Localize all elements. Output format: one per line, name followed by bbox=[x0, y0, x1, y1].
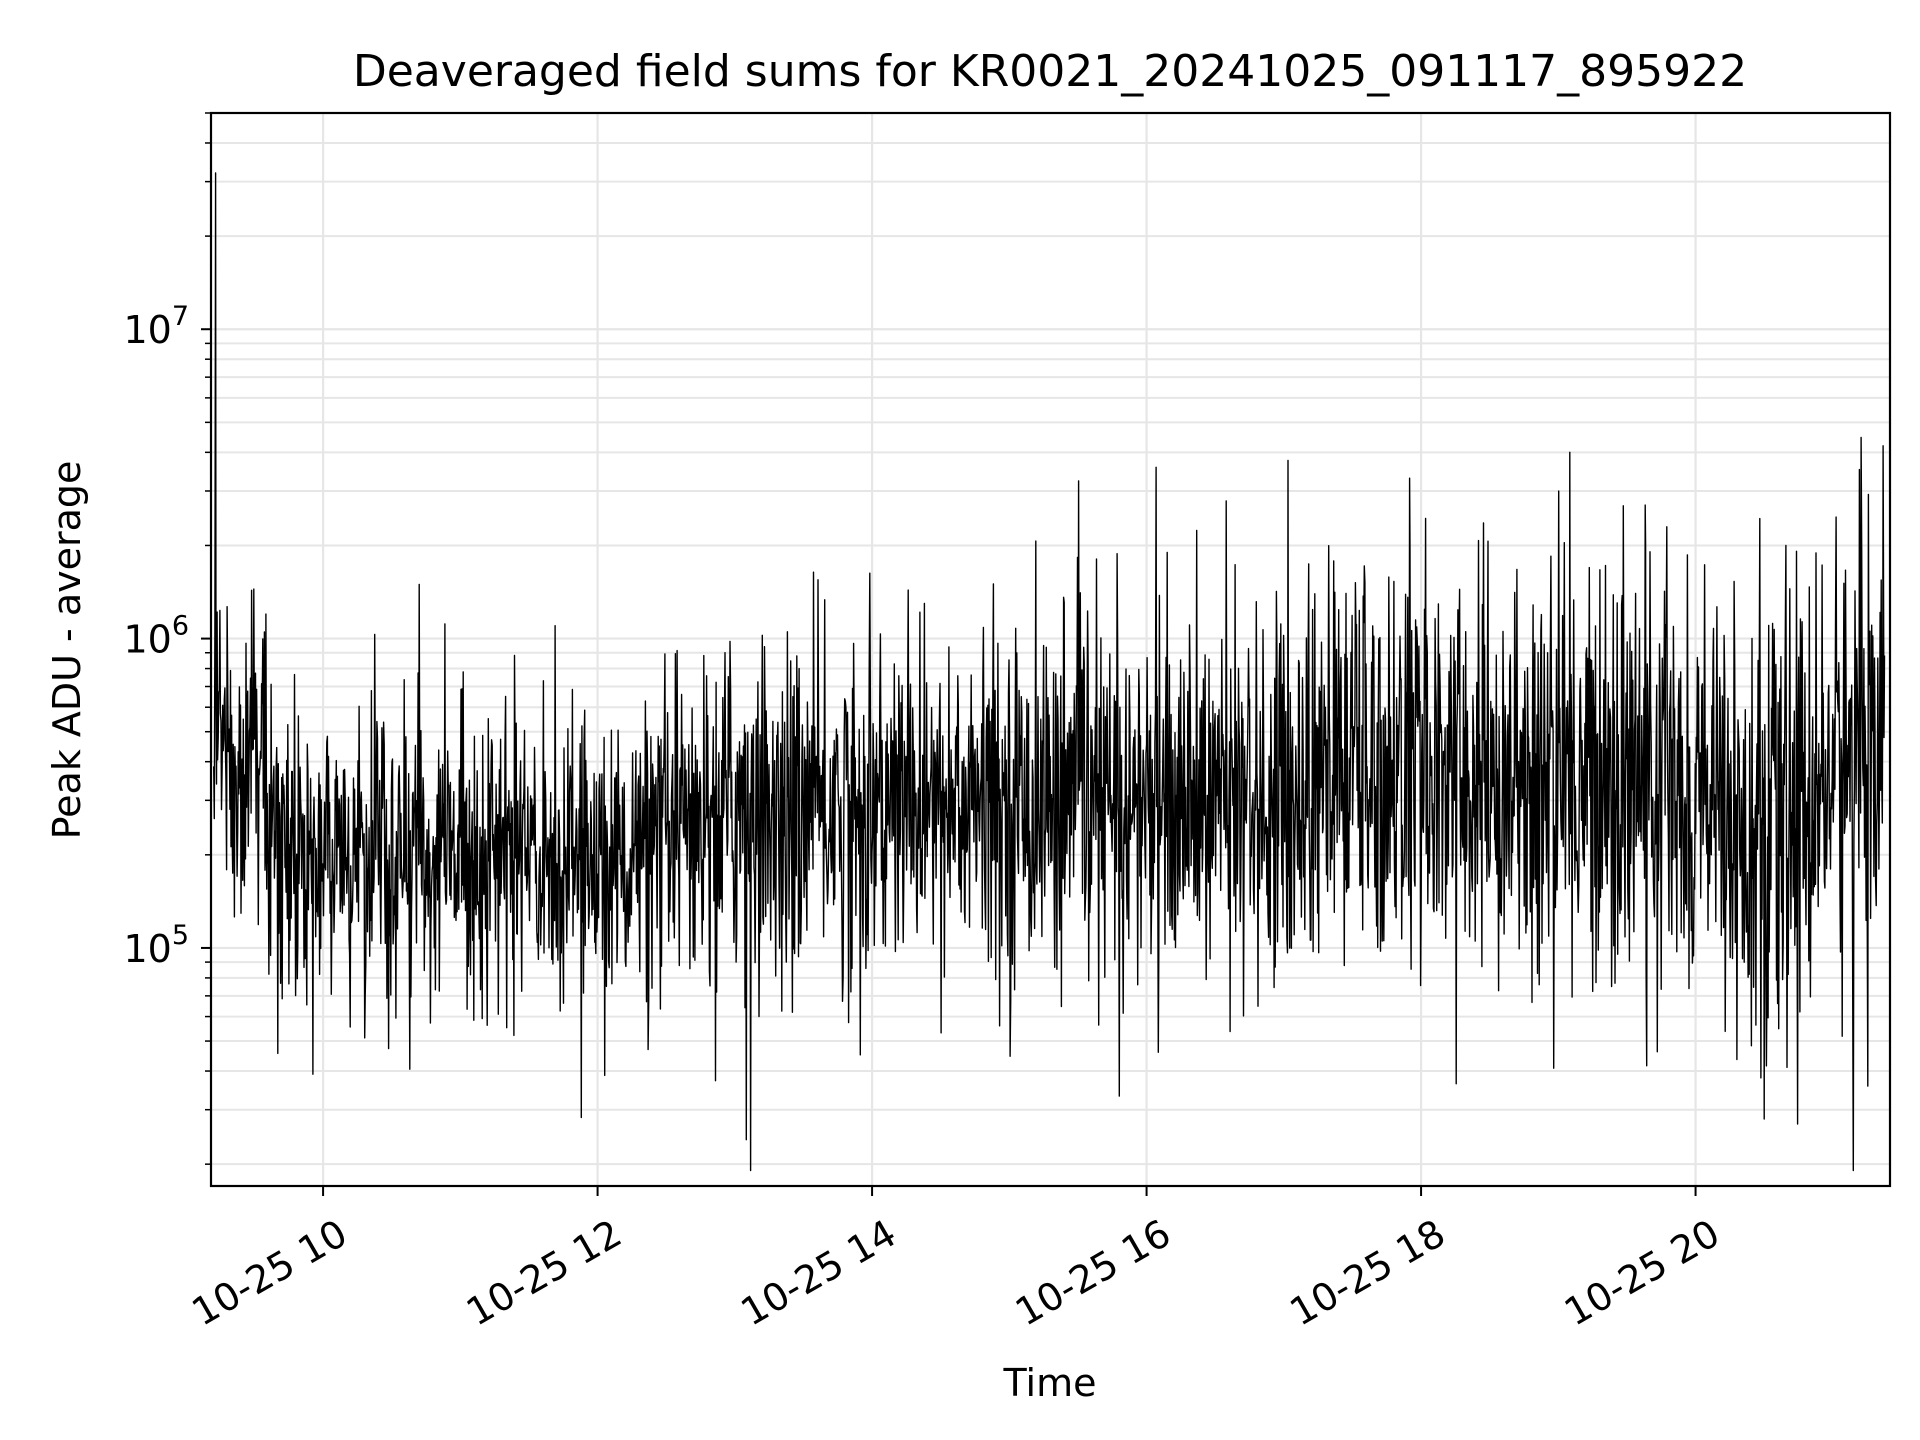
y-tick-label: 107 bbox=[123, 301, 189, 352]
data-series bbox=[213, 172, 1886, 1172]
y-axis-label: Peak ADU - average bbox=[45, 461, 89, 840]
y-tick-label: 105 bbox=[123, 920, 189, 971]
y-tick-label: 106 bbox=[123, 611, 189, 662]
series-line bbox=[213, 172, 1886, 1172]
chart-title: Deaveraged field sums for KR0021_2024102… bbox=[353, 46, 1747, 97]
plot-frame bbox=[209, 111, 1892, 1188]
x-axis-label: Time bbox=[1003, 1361, 1097, 1405]
